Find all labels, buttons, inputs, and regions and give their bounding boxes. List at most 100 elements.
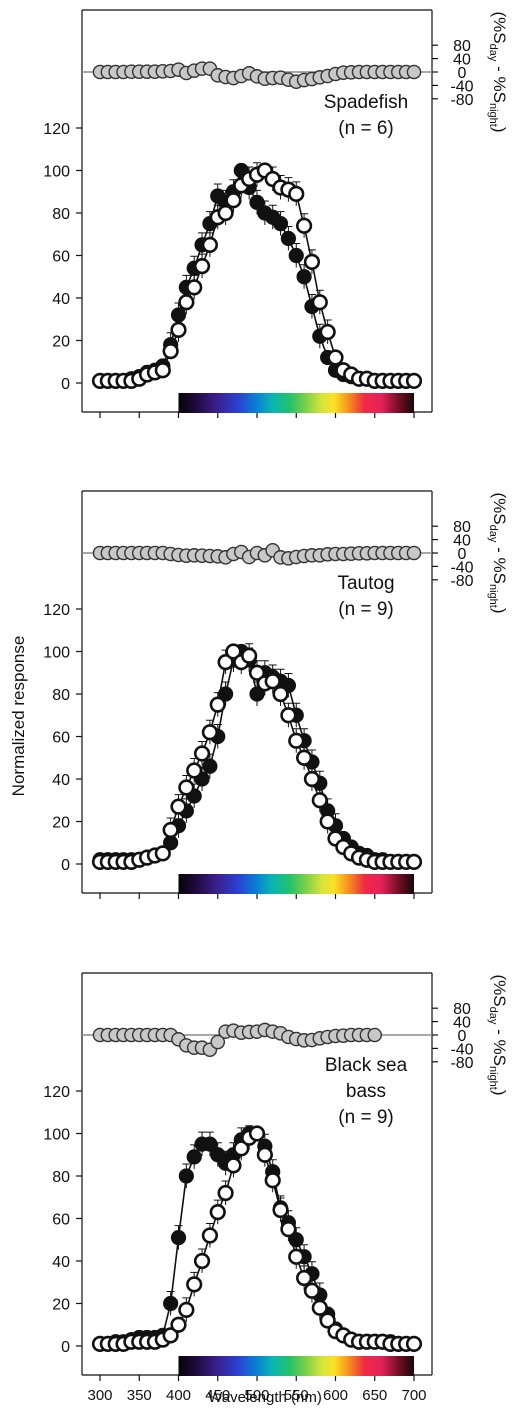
diff-tick-label: -80 <box>450 573 473 590</box>
x-tick-label: 550 <box>284 1387 309 1404</box>
point-night <box>170 798 187 815</box>
y-tick-label: 100 <box>43 164 70 181</box>
y-tick-label: 100 <box>43 1127 70 1144</box>
series-line-day <box>100 1132 414 1345</box>
y-tick-label: 60 <box>52 249 70 266</box>
point-night <box>201 236 218 253</box>
species-label: Tautog <box>337 573 394 594</box>
point-day <box>202 758 218 774</box>
point-night <box>186 1276 203 1293</box>
point-night <box>162 343 179 360</box>
x-tick-label: 500 <box>244 1387 269 1404</box>
diff-tick-label: 0 <box>458 546 467 563</box>
y-tick-label: 80 <box>52 687 70 704</box>
point-day <box>170 307 187 323</box>
point-night <box>405 853 423 870</box>
point-night <box>217 654 234 671</box>
y-tick-label: 40 <box>52 1254 70 1271</box>
point-night <box>186 762 203 779</box>
point-night <box>319 813 336 830</box>
species-label: bass <box>346 1081 386 1102</box>
point-night <box>201 724 218 741</box>
y-tick-label: 40 <box>52 291 70 308</box>
point-night <box>288 732 305 749</box>
point-night <box>311 294 328 311</box>
y-tick-label: 0 <box>61 376 70 393</box>
diff-tick-label: -80 <box>450 92 473 109</box>
y-tick-label: 60 <box>52 1212 70 1229</box>
point-night <box>178 1301 195 1318</box>
point-night <box>296 217 313 234</box>
spectrum-bar <box>178 393 414 413</box>
diff-tick-label: 40 <box>453 533 471 550</box>
shared-labels: Normalized response Wavelength (nm) <box>9 636 322 1406</box>
point-day <box>272 216 289 232</box>
x-tick-label: 700 <box>401 1387 426 1404</box>
point-night <box>303 1282 321 1299</box>
point-diff <box>406 545 422 561</box>
point-day <box>186 1149 202 1165</box>
point-night <box>241 647 258 664</box>
point-night <box>288 1248 305 1265</box>
point-night <box>193 745 211 762</box>
point-day <box>280 230 297 247</box>
point-night <box>225 192 242 209</box>
diff-tick-label: 0 <box>458 65 467 82</box>
point-day <box>170 1230 187 1246</box>
point-diff <box>406 64 422 80</box>
n-label: (n = 6) <box>338 118 393 139</box>
point-night <box>405 372 423 389</box>
diff-tick-label: -40 <box>450 78 473 95</box>
species-label: Black sea <box>325 1055 408 1076</box>
point-night <box>225 643 242 660</box>
point-night <box>303 770 321 788</box>
point-night <box>256 1146 273 1163</box>
x-tick-label: 400 <box>166 1387 191 1404</box>
y-tick-label: 80 <box>52 1169 70 1186</box>
diff-tick-label: -40 <box>450 1041 473 1058</box>
point-night <box>280 707 297 724</box>
y-tick-label: 20 <box>52 1297 70 1314</box>
y-tick-label: 120 <box>43 602 70 619</box>
point-day <box>163 1295 179 1312</box>
y-tick-label: 120 <box>43 121 70 138</box>
diff-tick-label: 40 <box>453 1015 471 1032</box>
point-night <box>209 1204 226 1221</box>
point-night <box>225 1157 242 1174</box>
y-tick-label: 120 <box>43 1084 70 1101</box>
spectrum-bar <box>178 1356 414 1376</box>
point-day <box>249 686 265 702</box>
point-night <box>217 204 234 222</box>
point-night <box>233 1140 250 1157</box>
species-label: Spadefish <box>324 92 409 113</box>
point-day <box>296 269 312 285</box>
y-tick-label: 80 <box>52 206 70 223</box>
point-night <box>303 253 321 270</box>
y-tick-label: 100 <box>43 645 70 662</box>
point-night <box>319 323 336 341</box>
point-night <box>186 279 203 296</box>
point-night <box>264 1172 281 1189</box>
point-night <box>272 685 289 703</box>
x-axis-label: Wavelength (nm) <box>208 1389 322 1406</box>
diff-tick-label: -40 <box>450 559 473 576</box>
y-tick-label: 20 <box>52 334 70 351</box>
point-day <box>178 1168 194 1184</box>
point-night <box>178 779 195 796</box>
diff-tick-label: 40 <box>453 52 471 69</box>
point-night <box>170 321 187 338</box>
point-night <box>162 1327 179 1344</box>
x-tick-label: 650 <box>362 1387 387 1404</box>
y-tick-label: 0 <box>61 1339 70 1356</box>
y-tick-label: 40 <box>52 772 70 789</box>
x-tick-label: 300 <box>87 1387 112 1404</box>
point-night <box>405 1335 423 1352</box>
point-night <box>248 664 266 681</box>
point-night <box>280 1221 297 1238</box>
point-night <box>217 1184 234 1202</box>
y-tick-label: 20 <box>52 815 70 832</box>
point-night <box>154 845 171 862</box>
point-night <box>154 362 171 379</box>
